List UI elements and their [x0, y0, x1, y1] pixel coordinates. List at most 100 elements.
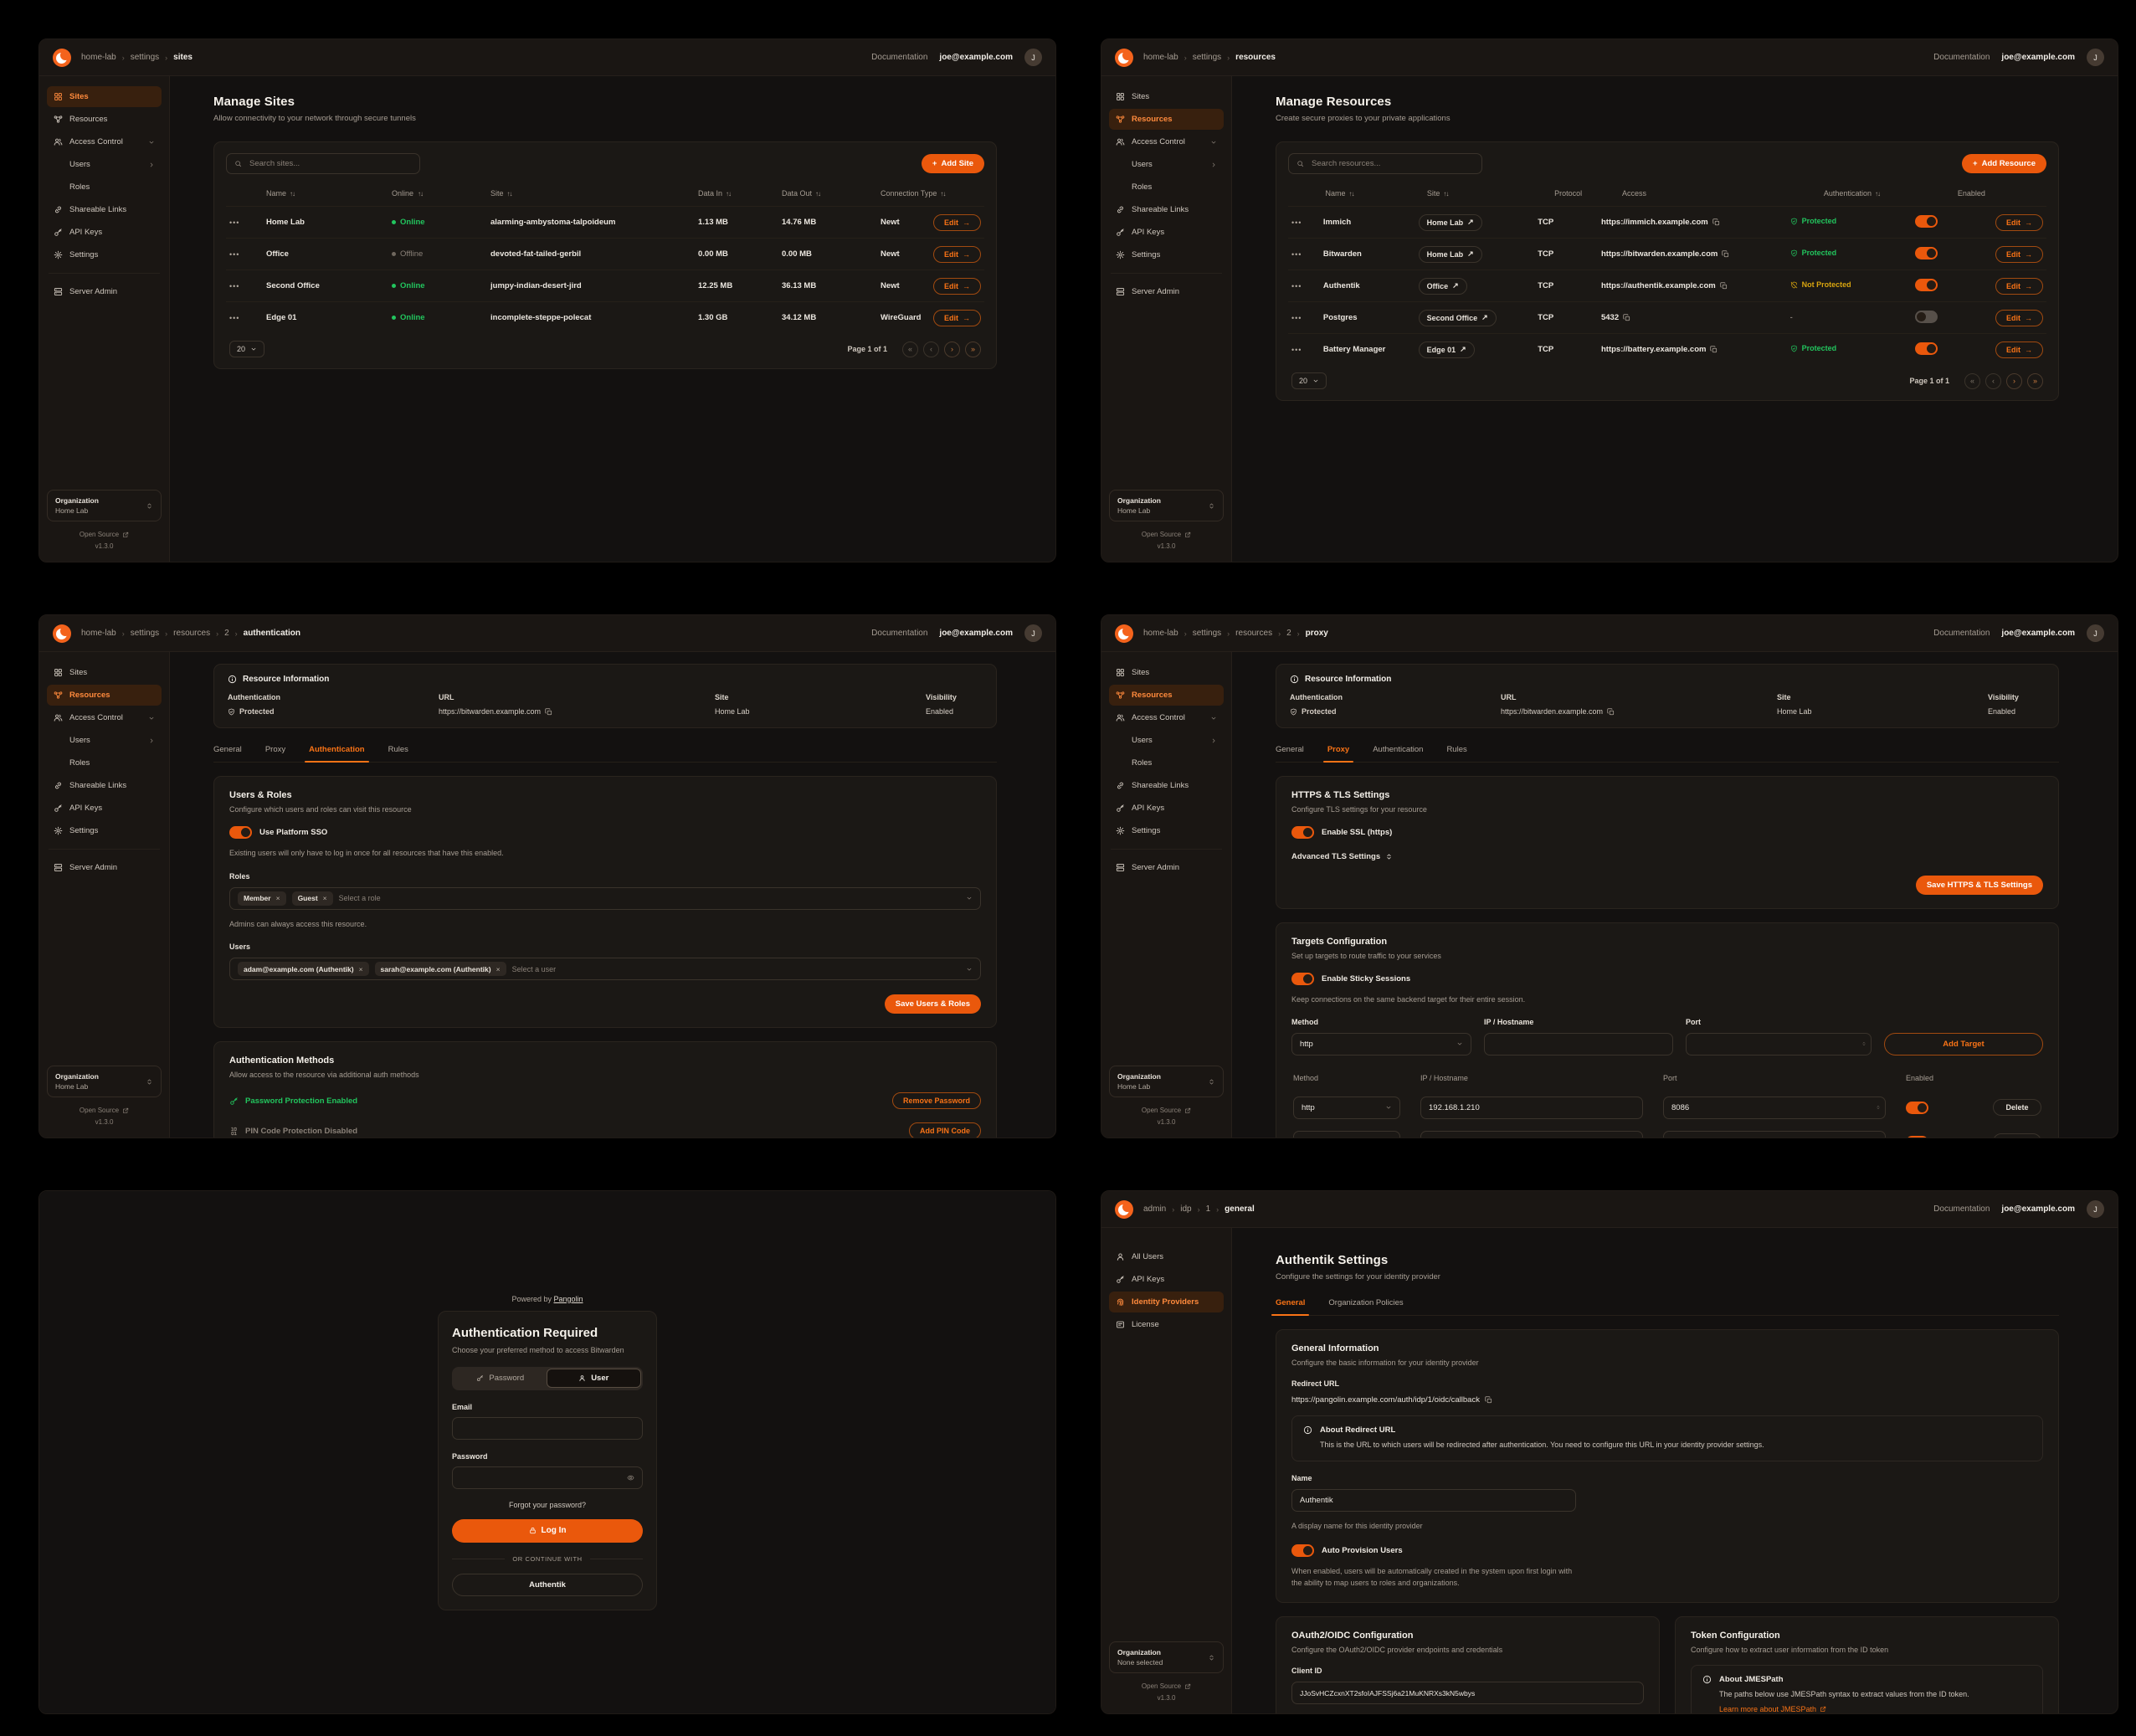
sidebar-item-sites[interactable]: Sites — [47, 662, 162, 683]
log-in-button[interactable]: Log In — [452, 1518, 643, 1543]
tab-password[interactable]: Password — [454, 1369, 547, 1388]
enabled-toggle[interactable] — [1915, 246, 1938, 259]
tab-general[interactable]: General — [213, 745, 242, 754]
edit-button[interactable]: Edit → — [1995, 213, 2044, 231]
site-link[interactable]: Office ↗ — [1418, 277, 1467, 295]
tab-rules[interactable]: Rules — [1446, 745, 1467, 754]
add-pin-code-button[interactable]: Add PIN Code — [909, 1122, 981, 1138]
sidebar-item-roles[interactable]: Roles — [47, 177, 162, 198]
port-input[interactable] — [1686, 1032, 1872, 1055]
row-menu-button[interactable]: ••• — [229, 218, 240, 227]
documentation-link[interactable]: Documentation — [1933, 629, 1990, 638]
remove-chip-icon[interactable]: × — [275, 894, 280, 902]
site-link[interactable]: Home Lab ↗ — [1418, 245, 1482, 263]
first-page-button[interactable]: « — [902, 341, 918, 357]
table-row[interactable]: ••• Office Offline devoted-fat-tailed-ge… — [226, 238, 984, 270]
remove-chip-icon[interactable]: × — [358, 964, 363, 973]
edit-button[interactable]: Edit → — [933, 213, 981, 231]
organization-selector[interactable]: Organization Home Lab — [1109, 490, 1224, 521]
prev-page-button[interactable]: ‹ — [923, 341, 939, 357]
table-row[interactable]: ••• Bitwarden Home Lab ↗ TCP https://bitw… — [1288, 238, 2046, 270]
copy-icon[interactable] — [1710, 346, 1718, 353]
delete-target-button[interactable]: Delete — [1993, 1099, 2041, 1116]
sidebar-item-users[interactable]: Users — [47, 730, 162, 751]
breadcrumb[interactable]: home-lab › settings › resources › 2 › proxy — [1143, 629, 1328, 638]
tab-general[interactable]: General — [1276, 745, 1304, 754]
row-menu-button[interactable]: ••• — [229, 249, 240, 259]
sidebar-item-users[interactable]: Users — [47, 154, 162, 175]
tab-proxy[interactable]: Proxy — [264, 745, 286, 754]
enabled-toggle[interactable] — [1906, 1135, 1928, 1138]
last-page-button[interactable]: » — [2027, 372, 2043, 389]
breadcrumb-org[interactable]: home-lab — [81, 53, 116, 62]
page-size-select[interactable]: 20 — [1291, 372, 1327, 389]
tab-authentication[interactable]: Authentication — [305, 745, 369, 763]
add-site-button[interactable]: + Add Site — [921, 154, 984, 173]
table-row[interactable]: ••• Authentik Office ↗ TCP https://authen… — [1288, 270, 2046, 301]
breadcrumb[interactable]: home-lab › settings › resources › 2 › authen… — [81, 629, 300, 638]
sidebar-item-server-admin[interactable]: Server Admin — [47, 857, 162, 878]
breadcrumb[interactable]: admin › idp › 1 › general — [1143, 1204, 1255, 1214]
sidebar-item-api-keys[interactable]: API Keys — [1109, 222, 1224, 243]
sidebar-item-server-admin[interactable]: Server Admin — [1109, 857, 1224, 878]
row-menu-button[interactable]: ••• — [1291, 281, 1302, 290]
pangolin-link[interactable]: Pangolin — [553, 1294, 583, 1303]
breadcrumb[interactable]: home-lab › settings › resources — [1143, 53, 1276, 62]
authentik-sso-button[interactable]: Authentik — [452, 1573, 643, 1596]
sidebar-item-sites[interactable]: Sites — [47, 86, 162, 107]
page-size-select[interactable]: 20 — [229, 341, 265, 357]
row-menu-button[interactable]: ••• — [229, 313, 240, 322]
sidebar-item-api-keys[interactable]: API Keys — [1109, 1269, 1224, 1290]
table-row[interactable]: ••• Second Office Online jumpy-indian-de… — [226, 270, 984, 301]
sidebar-item-roles[interactable]: Roles — [47, 752, 162, 773]
sidebar-item-access-control[interactable]: Access Control — [47, 131, 162, 152]
user-email[interactable]: joe@example.com — [2001, 1204, 2075, 1214]
avatar[interactable]: J — [2087, 49, 2104, 66]
port-input[interactable] — [1663, 1130, 1886, 1138]
client-id-input[interactable] — [1291, 1682, 1644, 1705]
documentation-link[interactable]: Documentation — [1933, 1204, 1990, 1214]
search-input[interactable] — [1310, 158, 1474, 169]
breadcrumb-resources[interactable]: resources — [173, 629, 211, 638]
role-chip[interactable]: Guest × — [291, 891, 333, 906]
avatar[interactable]: J — [1024, 624, 1042, 642]
organization-selector[interactable]: Organization Home Lab — [47, 490, 162, 521]
sidebar-item-sites[interactable]: Sites — [1109, 86, 1224, 107]
sidebar-item-users[interactable]: Users — [1109, 730, 1224, 751]
number-stepper-icon[interactable] — [1876, 1105, 1881, 1110]
breadcrumb-resource-id[interactable]: 2 — [1286, 629, 1291, 638]
sidebar-item-shareable-links[interactable]: Shareable Links — [47, 775, 162, 796]
eye-icon[interactable] — [627, 1474, 634, 1482]
breadcrumb-idp[interactable]: idp — [1180, 1204, 1192, 1214]
open-source-link[interactable]: Open Source — [80, 531, 129, 538]
ip-hostname-input[interactable] — [1420, 1096, 1643, 1119]
enabled-toggle[interactable] — [1906, 1101, 1928, 1114]
copy-icon[interactable] — [1607, 708, 1615, 716]
user-email[interactable]: joe@example.com — [939, 53, 1013, 62]
copy-icon[interactable] — [1720, 282, 1728, 290]
breadcrumb[interactable]: home-lab › settings › sites — [81, 53, 193, 62]
sidebar-item-resources[interactable]: Resources — [47, 109, 162, 130]
documentation-link[interactable]: Documentation — [1933, 53, 1990, 62]
method-select[interactable]: http — [1293, 1096, 1400, 1119]
table-row[interactable]: ••• Battery Manager Edge 01 ↗ TCP https:/… — [1288, 333, 2046, 365]
sidebar-item-api-keys[interactable]: API Keys — [47, 222, 162, 243]
enabled-toggle[interactable] — [1915, 342, 1938, 355]
user-chip[interactable]: sarah@example.com (Authentik) × — [374, 962, 506, 976]
sidebar-item-access-control[interactable]: Access Control — [1109, 707, 1224, 728]
open-source-link[interactable]: Open Source — [1142, 1107, 1191, 1114]
sidebar-item-access-control[interactable]: Access Control — [47, 707, 162, 728]
enabled-toggle[interactable] — [1915, 214, 1938, 228]
breadcrumb-settings[interactable]: settings — [130, 629, 160, 638]
last-page-button[interactable]: » — [965, 341, 981, 357]
edit-button[interactable]: Edit → — [1995, 245, 2044, 263]
breadcrumb-org[interactable]: home-lab — [81, 629, 116, 638]
table-row[interactable]: ••• Edge 01 Online incomplete-steppe-pol… — [226, 301, 984, 333]
open-source-link[interactable]: Open Source — [80, 1107, 129, 1114]
open-source-link[interactable]: Open Source — [1142, 531, 1191, 538]
search-input[interactable] — [248, 158, 412, 169]
breadcrumb-settings[interactable]: settings — [130, 53, 160, 62]
next-page-button[interactable]: › — [2006, 372, 2022, 389]
tab-organization-policies[interactable]: Organization Policies — [1328, 1298, 1404, 1307]
platform-sso-toggle[interactable] — [229, 826, 252, 839]
